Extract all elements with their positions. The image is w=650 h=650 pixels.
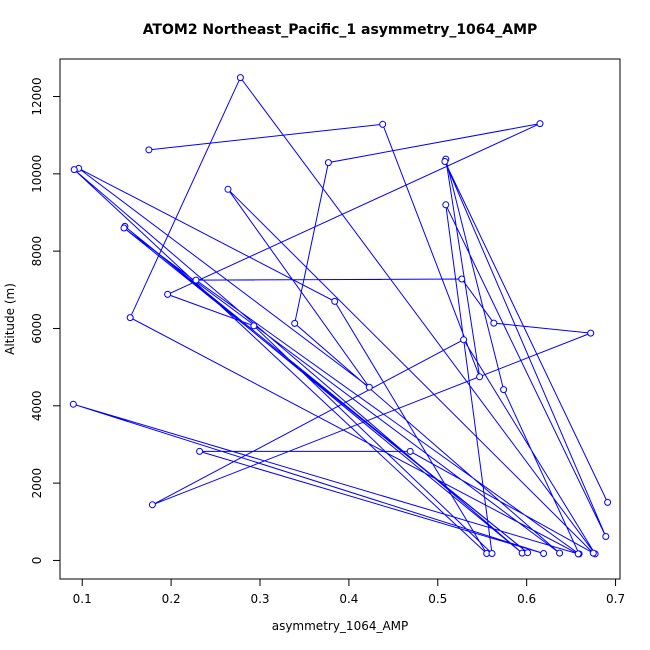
y-axis: 0 2000 4000 6000 8000 10000 12000 — [30, 77, 61, 565]
y-tick-label: 2000 — [30, 468, 44, 499]
data-point — [604, 498, 612, 506]
y-tick-label: 12000 — [30, 77, 44, 115]
data-point — [379, 120, 387, 128]
data-point — [148, 501, 156, 509]
y-tick-label: 4000 — [30, 391, 44, 422]
data-point — [587, 329, 595, 337]
data-point — [442, 201, 450, 209]
data-point — [589, 549, 597, 557]
data-point — [574, 550, 582, 558]
data-point — [406, 447, 414, 455]
data-point — [536, 120, 544, 128]
data-point — [331, 297, 339, 305]
data-point — [476, 373, 484, 381]
data-point — [365, 383, 373, 391]
y-tick-label: 8000 — [30, 236, 44, 267]
data-point — [500, 386, 508, 394]
data-point — [460, 336, 468, 344]
x-tick-label: 0.4 — [339, 592, 358, 606]
data-point — [524, 549, 532, 557]
data-point — [145, 146, 153, 154]
y-tick-label: 6000 — [30, 313, 44, 344]
data-point — [196, 447, 204, 455]
x-axis: 0.1 0.2 0.3 0.4 0.5 0.6 0.7 — [73, 578, 625, 606]
data-point — [324, 159, 332, 167]
data-point — [69, 400, 77, 408]
x-tick-label: 0.5 — [428, 592, 447, 606]
data-point — [556, 549, 564, 557]
data-point — [164, 290, 172, 298]
x-tick-label: 0.7 — [606, 592, 625, 606]
data-point — [192, 276, 200, 284]
x-tick-label: 0.1 — [73, 592, 92, 606]
data-point — [602, 533, 610, 540]
data-point — [250, 322, 258, 330]
x-tick-label: 0.2 — [162, 592, 181, 606]
series-layer — [69, 74, 612, 558]
data-point — [540, 550, 548, 557]
data-point — [488, 550, 496, 557]
y-tick-label: 10000 — [30, 155, 44, 193]
data-point — [490, 319, 498, 327]
data-point — [458, 275, 466, 283]
series-line — [73, 76, 609, 556]
x-tick-label: 0.6 — [517, 592, 536, 606]
plot-frame — [59, 58, 621, 580]
data-point — [126, 314, 134, 322]
data-point — [224, 185, 232, 193]
chart-title: ATOM2 Northeast_Pacific_1 asymmetry_1064… — [143, 22, 538, 38]
data-point — [236, 74, 244, 82]
x-tick-label: 0.3 — [250, 592, 269, 606]
data-point — [120, 224, 128, 232]
y-tick-label: 0 — [30, 557, 44, 565]
data-point — [291, 319, 299, 327]
data-point — [70, 166, 78, 174]
x-axis-label: asymmetry_1064_AMP — [272, 619, 409, 633]
y-axis-label: Altitude (m) — [3, 283, 17, 355]
data-point — [441, 158, 449, 165]
